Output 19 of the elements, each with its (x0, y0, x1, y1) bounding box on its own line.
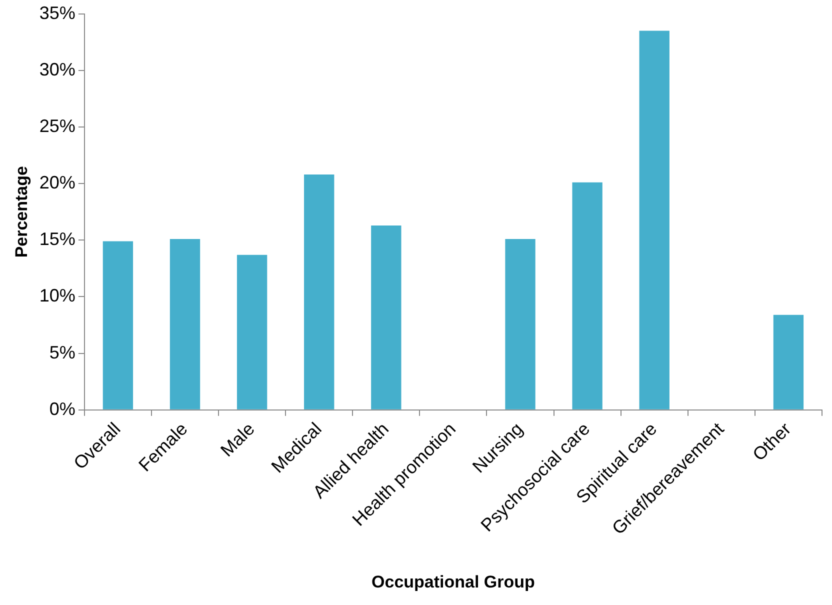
y-tick-label: 35% (39, 2, 76, 23)
y-tick-label: 20% (39, 172, 76, 193)
y-tick-label: 15% (39, 229, 76, 250)
bar (236, 254, 268, 410)
y-axis-title: Percentage (12, 166, 31, 258)
bar (304, 174, 334, 410)
bar (102, 241, 134, 410)
bar (639, 30, 670, 410)
bar (773, 314, 804, 410)
y-tick-label: 10% (39, 286, 76, 306)
y-tick-label: 0% (49, 398, 76, 419)
bar (371, 225, 402, 410)
x-axis-title: Occupational Group (372, 572, 535, 592)
bar (505, 239, 536, 410)
y-tick-label: 30% (39, 59, 76, 80)
bar (572, 182, 602, 410)
bar (170, 239, 200, 410)
y-tick-label: 25% (39, 116, 76, 136)
y-tick-label: 5% (49, 342, 76, 362)
